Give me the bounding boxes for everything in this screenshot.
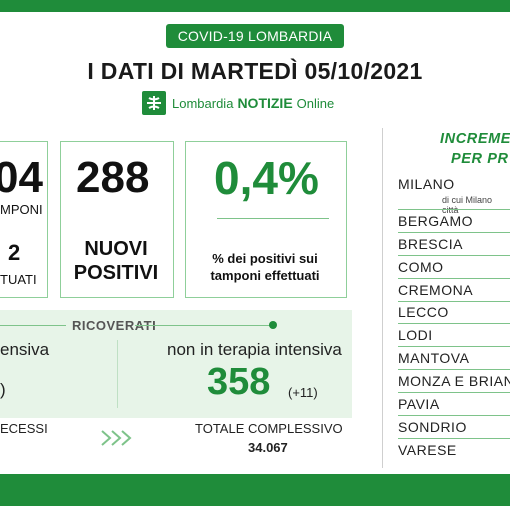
province-row-bergamo: BERGAMO <box>398 213 474 229</box>
ricoverati-panel <box>0 310 352 418</box>
ricoverati-rule-left <box>0 325 66 326</box>
percentuale-label-line1: % dei positivi sui <box>212 251 318 266</box>
province-separator <box>398 438 510 439</box>
ricoverati-dot <box>269 321 277 329</box>
province-separator <box>398 209 510 210</box>
province-separator <box>398 232 510 233</box>
intensiva-label-fragment: ensiva <box>0 340 50 359</box>
nuovi-positivi-label-line1: NUOVI <box>84 238 148 260</box>
tamponi-card <box>0 141 48 298</box>
province-separator <box>398 346 510 347</box>
province-row-sondrio: SONDRIO <box>398 419 467 435</box>
province-row-milano: MILANO <box>398 176 455 192</box>
province-row-lecco: LECCO <box>398 304 449 320</box>
region-pill: COVID-19 LOMBARDIA <box>166 24 344 48</box>
province-row-cremona: CREMONA <box>398 282 474 298</box>
province-separator <box>398 323 510 324</box>
non-intensiva-label: non in terapia intensiva <box>167 340 342 359</box>
brand-logo: Lombardia NOTIZIE Online <box>142 90 334 116</box>
province-row-pavia: PAVIA <box>398 396 440 412</box>
percentuale-divider <box>217 218 329 219</box>
percentuale-card <box>185 141 347 298</box>
totale-value: 34.067 <box>248 440 288 455</box>
province-row-monza-brianza: MONZA E BRIAN <box>398 373 510 389</box>
logo-text-lombardia: Lombardia <box>172 95 234 111</box>
tamponi-sub-label: TUATI <box>0 272 37 287</box>
province-milano-sub: di cui Milano città <box>442 195 493 215</box>
tamponi-label: MPONI <box>0 202 43 217</box>
province-row-brescia: BRESCIA <box>398 236 463 252</box>
province-row-lodi: LODI <box>398 327 433 343</box>
totale-label: TOTALE COMPLESSIVO <box>195 421 343 436</box>
top-bar <box>0 0 510 12</box>
percentuale-number: 0,4% <box>214 152 319 204</box>
province-heading-line1: INCREME <box>440 131 510 147</box>
province-row-como: COMO <box>398 259 444 275</box>
province-heading-line2: PER PR <box>451 151 509 167</box>
logo-text-online: Online <box>296 95 335 111</box>
province-row-mantova: MANTOVA <box>398 350 470 366</box>
province-separator <box>398 392 510 393</box>
nuovi-positivi-card <box>60 141 174 298</box>
percentuale-label-line2: tamponi effettuati <box>210 268 320 283</box>
ricoverati-divider <box>117 340 118 408</box>
lombardia-cross-icon <box>142 91 166 115</box>
province-divider <box>382 128 383 468</box>
decessi-label: ECESSI <box>0 421 48 436</box>
tamponi-number: 04 <box>0 153 43 202</box>
ricoverati-title: RICOVERATI <box>72 318 157 333</box>
province-separator <box>398 369 510 370</box>
province-separator <box>398 278 510 279</box>
nuovi-positivi-number: 288 <box>76 153 150 202</box>
province-separator <box>398 255 510 256</box>
province-separator <box>398 415 510 416</box>
ricoverati-rule-right <box>135 325 271 326</box>
nuovi-positivi-label-line2: POSITIVI <box>73 262 159 284</box>
province-row-varese: VARESE <box>398 442 457 458</box>
non-intensiva-value: 358 <box>207 361 271 403</box>
chevrons-icon <box>100 428 140 453</box>
non-intensiva-delta: (+11) <box>288 385 318 400</box>
tamponi-sub-number: 2 <box>8 240 21 265</box>
province-separator <box>398 301 510 302</box>
intensiva-paren-fragment: ) <box>0 380 6 399</box>
bottom-bar <box>0 474 510 506</box>
logo-text-notizie: NOTIZIE <box>237 95 293 111</box>
page-title: I DATI DI MARTEDÌ 05/10/2021 <box>87 58 423 84</box>
